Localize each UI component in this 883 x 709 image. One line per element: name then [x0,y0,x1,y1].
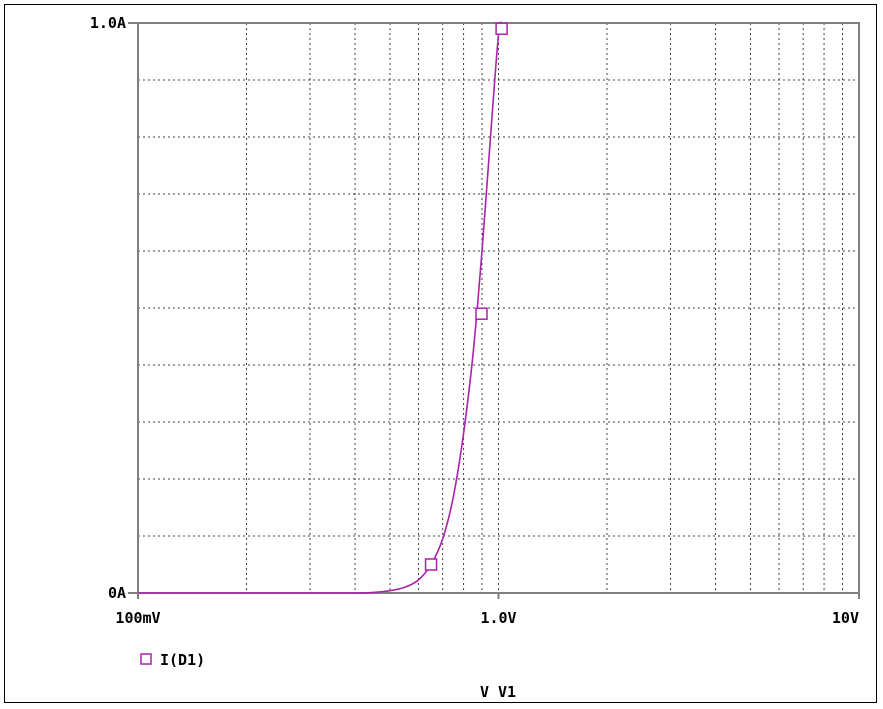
x-tick-label: 100mV [115,609,160,627]
tick-labels: 100mV 1.0V 10V 1.0A 0A [90,14,859,627]
x-tick-label: 1.0V [480,609,516,627]
data-point-marker [426,559,437,570]
legend-label: I(D1) [160,651,205,669]
x-axis-label: V V1 [480,683,516,701]
y-tick-label: 1.0A [90,14,126,32]
legend-marker [141,654,151,664]
data-point-marker [496,23,507,34]
y-tick-label: 0A [108,584,126,602]
legend: I(D1) [141,651,205,669]
x-tick-label: 10V [832,609,859,627]
grid [138,23,859,593]
data-point-marker [476,308,487,319]
